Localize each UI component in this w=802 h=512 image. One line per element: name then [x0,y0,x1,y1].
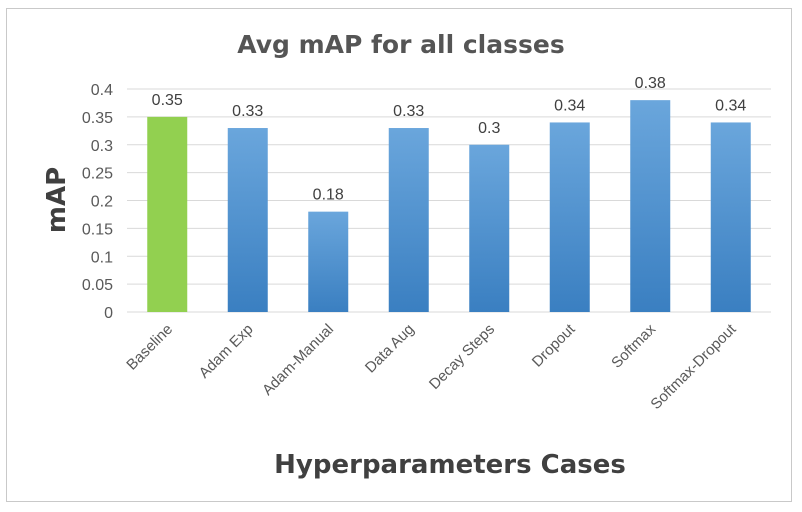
data-label: 0.33 [232,103,263,120]
y-axis-title: mAP [42,167,72,233]
x-tick-label: Data Aug [362,321,418,377]
x-tick-label: Softmax-Dropout [647,320,740,413]
bar-softmax [630,100,671,313]
y-tick-label: 0.1 [91,249,113,266]
data-label: 0.3 [478,120,500,137]
gridlines [127,88,771,313]
x-tick-label: Adam-Manual [259,321,337,399]
x-tick-label: Baseline [123,321,176,374]
bar-adam-exp [227,128,268,312]
data-label: 0.18 [313,187,344,204]
x-axis-categories: Baseline Adam Exp Adam-Manual Data Aug Decay… [123,320,740,413]
bar-adam-manual [308,211,349,312]
bars [147,100,751,313]
data-label: 0.33 [393,103,424,120]
bar-softmax-dropout [710,122,751,312]
data-label: 0.34 [554,97,585,114]
bar-baseline [147,116,188,312]
x-tick-label: Dropout [529,320,579,370]
y-tick-label: 0.35 [82,110,113,127]
chart-title: Avg mAP for all classes [237,30,564,59]
bar-dropout [549,122,590,312]
data-label: 0.38 [635,75,666,92]
x-tick-label: Decay Steps [426,321,498,393]
data-labels: 0.35 0.33 0.18 0.33 0.3 0.34 0.38 0.34 [152,75,747,204]
y-tick-label: 0.4 [91,82,113,99]
y-tick-label: 0 [104,305,113,322]
y-tick-label: 0.2 [91,194,113,211]
x-tick-label: Adam Exp [196,321,257,382]
bar-decay-steps [469,144,510,312]
bar-data-aug [388,128,429,312]
x-axis-title: Hyperparameters Cases [274,450,626,480]
y-tick-label: 0.3 [91,138,113,155]
x-tick-label: Softmax [608,320,659,371]
y-tick-label: 0.05 [82,277,113,294]
data-label: 0.35 [152,92,183,109]
data-label: 0.34 [715,97,746,114]
y-axis-ticks: 0 0.05 0.1 0.15 0.2 0.25 0.3 0.35 0.4 [82,82,113,322]
y-tick-label: 0.15 [82,221,113,238]
y-tick-label: 0.25 [82,166,113,183]
